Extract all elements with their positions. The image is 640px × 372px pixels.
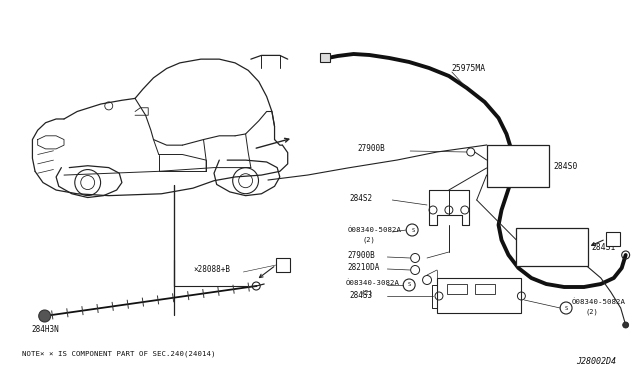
Bar <box>475 284 495 294</box>
Text: (2): (2) <box>362 237 375 243</box>
Text: Ó08340-5082A: Ó08340-5082A <box>348 227 401 233</box>
Text: 27900B: 27900B <box>348 250 375 260</box>
Text: J28002D4: J28002D4 <box>576 357 616 366</box>
Text: ×28088+B: ×28088+B <box>194 266 230 275</box>
Circle shape <box>39 310 51 322</box>
Text: A: A <box>281 260 285 269</box>
Text: S: S <box>564 305 568 311</box>
Bar <box>516 228 588 266</box>
Text: (2): (2) <box>586 309 598 315</box>
Text: 284H3N: 284H3N <box>32 326 60 334</box>
Bar <box>276 258 290 272</box>
Bar <box>437 278 522 313</box>
Text: S: S <box>412 228 415 232</box>
Text: 284S1: 284S1 <box>592 243 616 251</box>
Text: Ó08340-5082A: Ó08340-5082A <box>572 299 626 305</box>
Text: Ó08340-3082A: Ó08340-3082A <box>346 280 399 286</box>
Text: S: S <box>408 282 411 288</box>
Text: 284S2: 284S2 <box>349 193 372 202</box>
Bar <box>486 145 549 187</box>
Bar <box>447 284 467 294</box>
Text: 284S0: 284S0 <box>553 161 577 170</box>
Bar <box>606 232 620 246</box>
Text: NOTE× × IS COMPONENT PART OF SEC.240(24014): NOTE× × IS COMPONENT PART OF SEC.240(240… <box>22 351 215 357</box>
Text: A: A <box>611 234 615 244</box>
Bar <box>320 53 330 62</box>
Text: 28210DA: 28210DA <box>348 263 380 273</box>
Text: (2): (2) <box>360 290 373 296</box>
Text: 25975MA: 25975MA <box>452 64 486 73</box>
Text: 284S3: 284S3 <box>349 291 372 299</box>
Circle shape <box>623 322 628 328</box>
Text: 27900B: 27900B <box>358 144 385 153</box>
